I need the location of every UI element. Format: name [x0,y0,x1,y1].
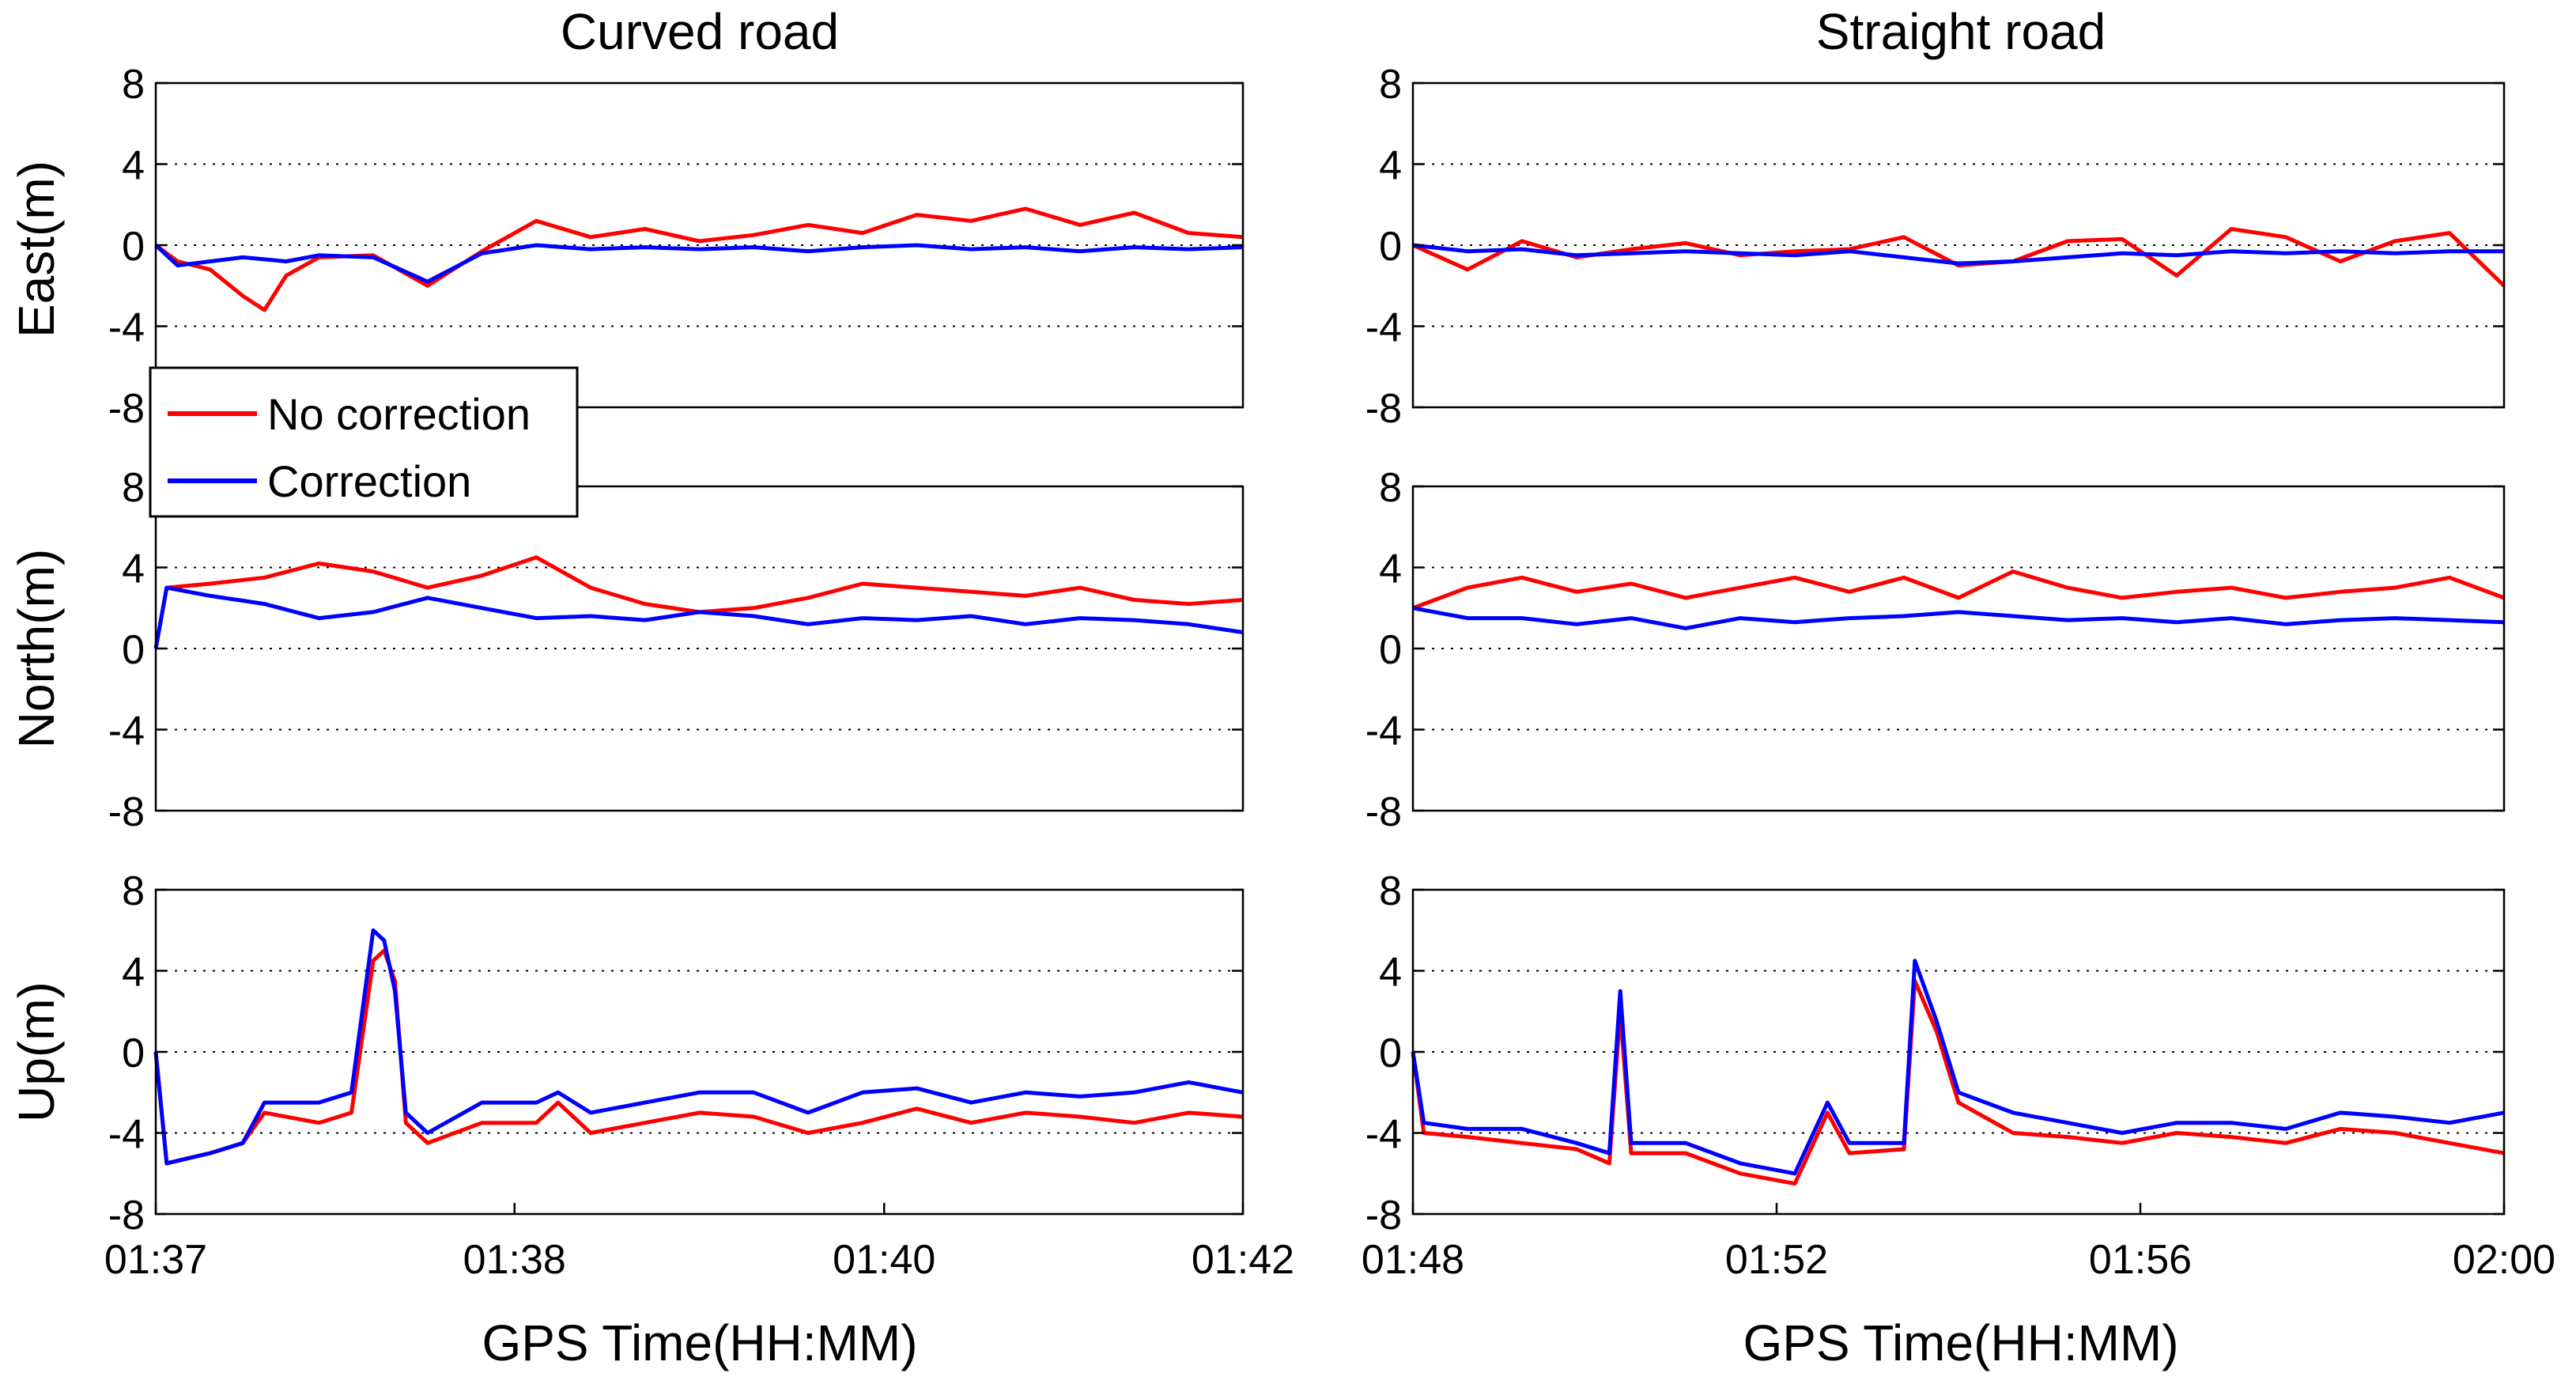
y-tick-label: -4 [1365,1112,1402,1158]
row-label-north: North(m) [8,549,65,748]
y-tick-label: 4 [122,547,145,592]
y-tick-label: 8 [1379,62,1402,108]
col-title-straight: Straight road [1816,3,2106,60]
series-line-correction [153,585,1244,649]
y-tick-label: 4 [122,143,145,189]
series-line-no-correction [153,555,1244,649]
y-tick-label: -4 [1365,305,1402,351]
y-tick-label: 8 [1379,868,1402,914]
y-tick-label: -8 [1365,789,1402,835]
y-tick-label: -8 [1365,386,1402,432]
y-tick-label: 4 [1379,143,1402,189]
series-line-no-correction [154,206,1244,312]
panel-curved-north: 8 4 0 -4 -8 [108,465,1245,835]
y-tick-label: 4 [1379,547,1402,592]
y-tick-label: 0 [1379,1031,1402,1076]
y-tick-label: -8 [108,386,145,432]
row-label-east: East(m) [8,161,65,338]
panel-straight-east: 8 4 0 -4 -8 [1365,62,2506,432]
x-tick-label: 01:56 [2089,1237,2192,1283]
panel-straight-north: 8 4 0 -4 -8 [1365,465,2506,835]
x-tick-label: 01:52 [1725,1237,1828,1283]
y-tick-label: -4 [108,709,145,755]
y-tick-label: 8 [1379,465,1402,511]
y-tick-label: -4 [108,305,145,351]
series-line-correction [1411,959,2505,1176]
x-tick-label: 01:48 [1362,1237,1464,1283]
legend-box [149,366,579,518]
y-tick-label: -8 [1365,1193,1402,1239]
row-label-up: Up(m) [8,981,65,1122]
series-line-correction [1412,243,2504,266]
legend-label-correction: Correction [267,456,471,506]
y-tick-label: 8 [122,62,145,108]
y-tick-label: -4 [108,1112,145,1158]
xlabel-straight: GPS Time(HH:MM) [1743,1314,2178,1371]
y-tick-label: 0 [122,224,145,270]
x-tick-label: 01:40 [833,1237,935,1283]
x-tick-label: 01:42 [1192,1237,1294,1283]
y-tick-label: 0 [122,627,145,673]
xlabel-curved: GPS Time(HH:MM) [482,1314,917,1371]
x-tick-label: 02:00 [2453,1237,2555,1283]
y-tick-label: -4 [1365,709,1402,755]
series-line-correction [1412,606,2505,630]
y-tick-label: -8 [108,789,145,835]
y-tick-label: 4 [1379,950,1402,996]
legend: No correction Correction [149,366,579,518]
y-tick-label: 0 [1379,224,1402,270]
y-tick-label: 0 [122,1031,145,1076]
series-line-no-correction [153,948,1244,1166]
series-line-correction [153,928,1244,1166]
x-tick-label: 01:38 [463,1237,566,1283]
y-tick-label: 8 [122,868,145,914]
col-title-curved: Curved road [561,3,839,60]
y-tick-label: 0 [1379,627,1402,673]
series-line-no-correction [1411,978,2505,1186]
panel-curved-up: 8 4 0 -4 -801:37 01:38 01:40 01:42 [104,868,1294,1283]
panel-straight-up: 8 4 0 -4 -801:48 01:52 01:56 02:00 [1362,868,2555,1283]
series-line-correction [154,243,1244,284]
y-tick-label: -8 [108,1193,145,1239]
legend-label-no-correction: No correction [267,389,531,439]
x-tick-label: 01:37 [104,1237,207,1283]
series-line-no-correction [1412,569,2505,611]
panel-curved-east: 8 4 0 -4 -8 [108,62,1245,432]
y-tick-label: 4 [122,950,145,996]
y-tick-label: 8 [122,465,145,511]
